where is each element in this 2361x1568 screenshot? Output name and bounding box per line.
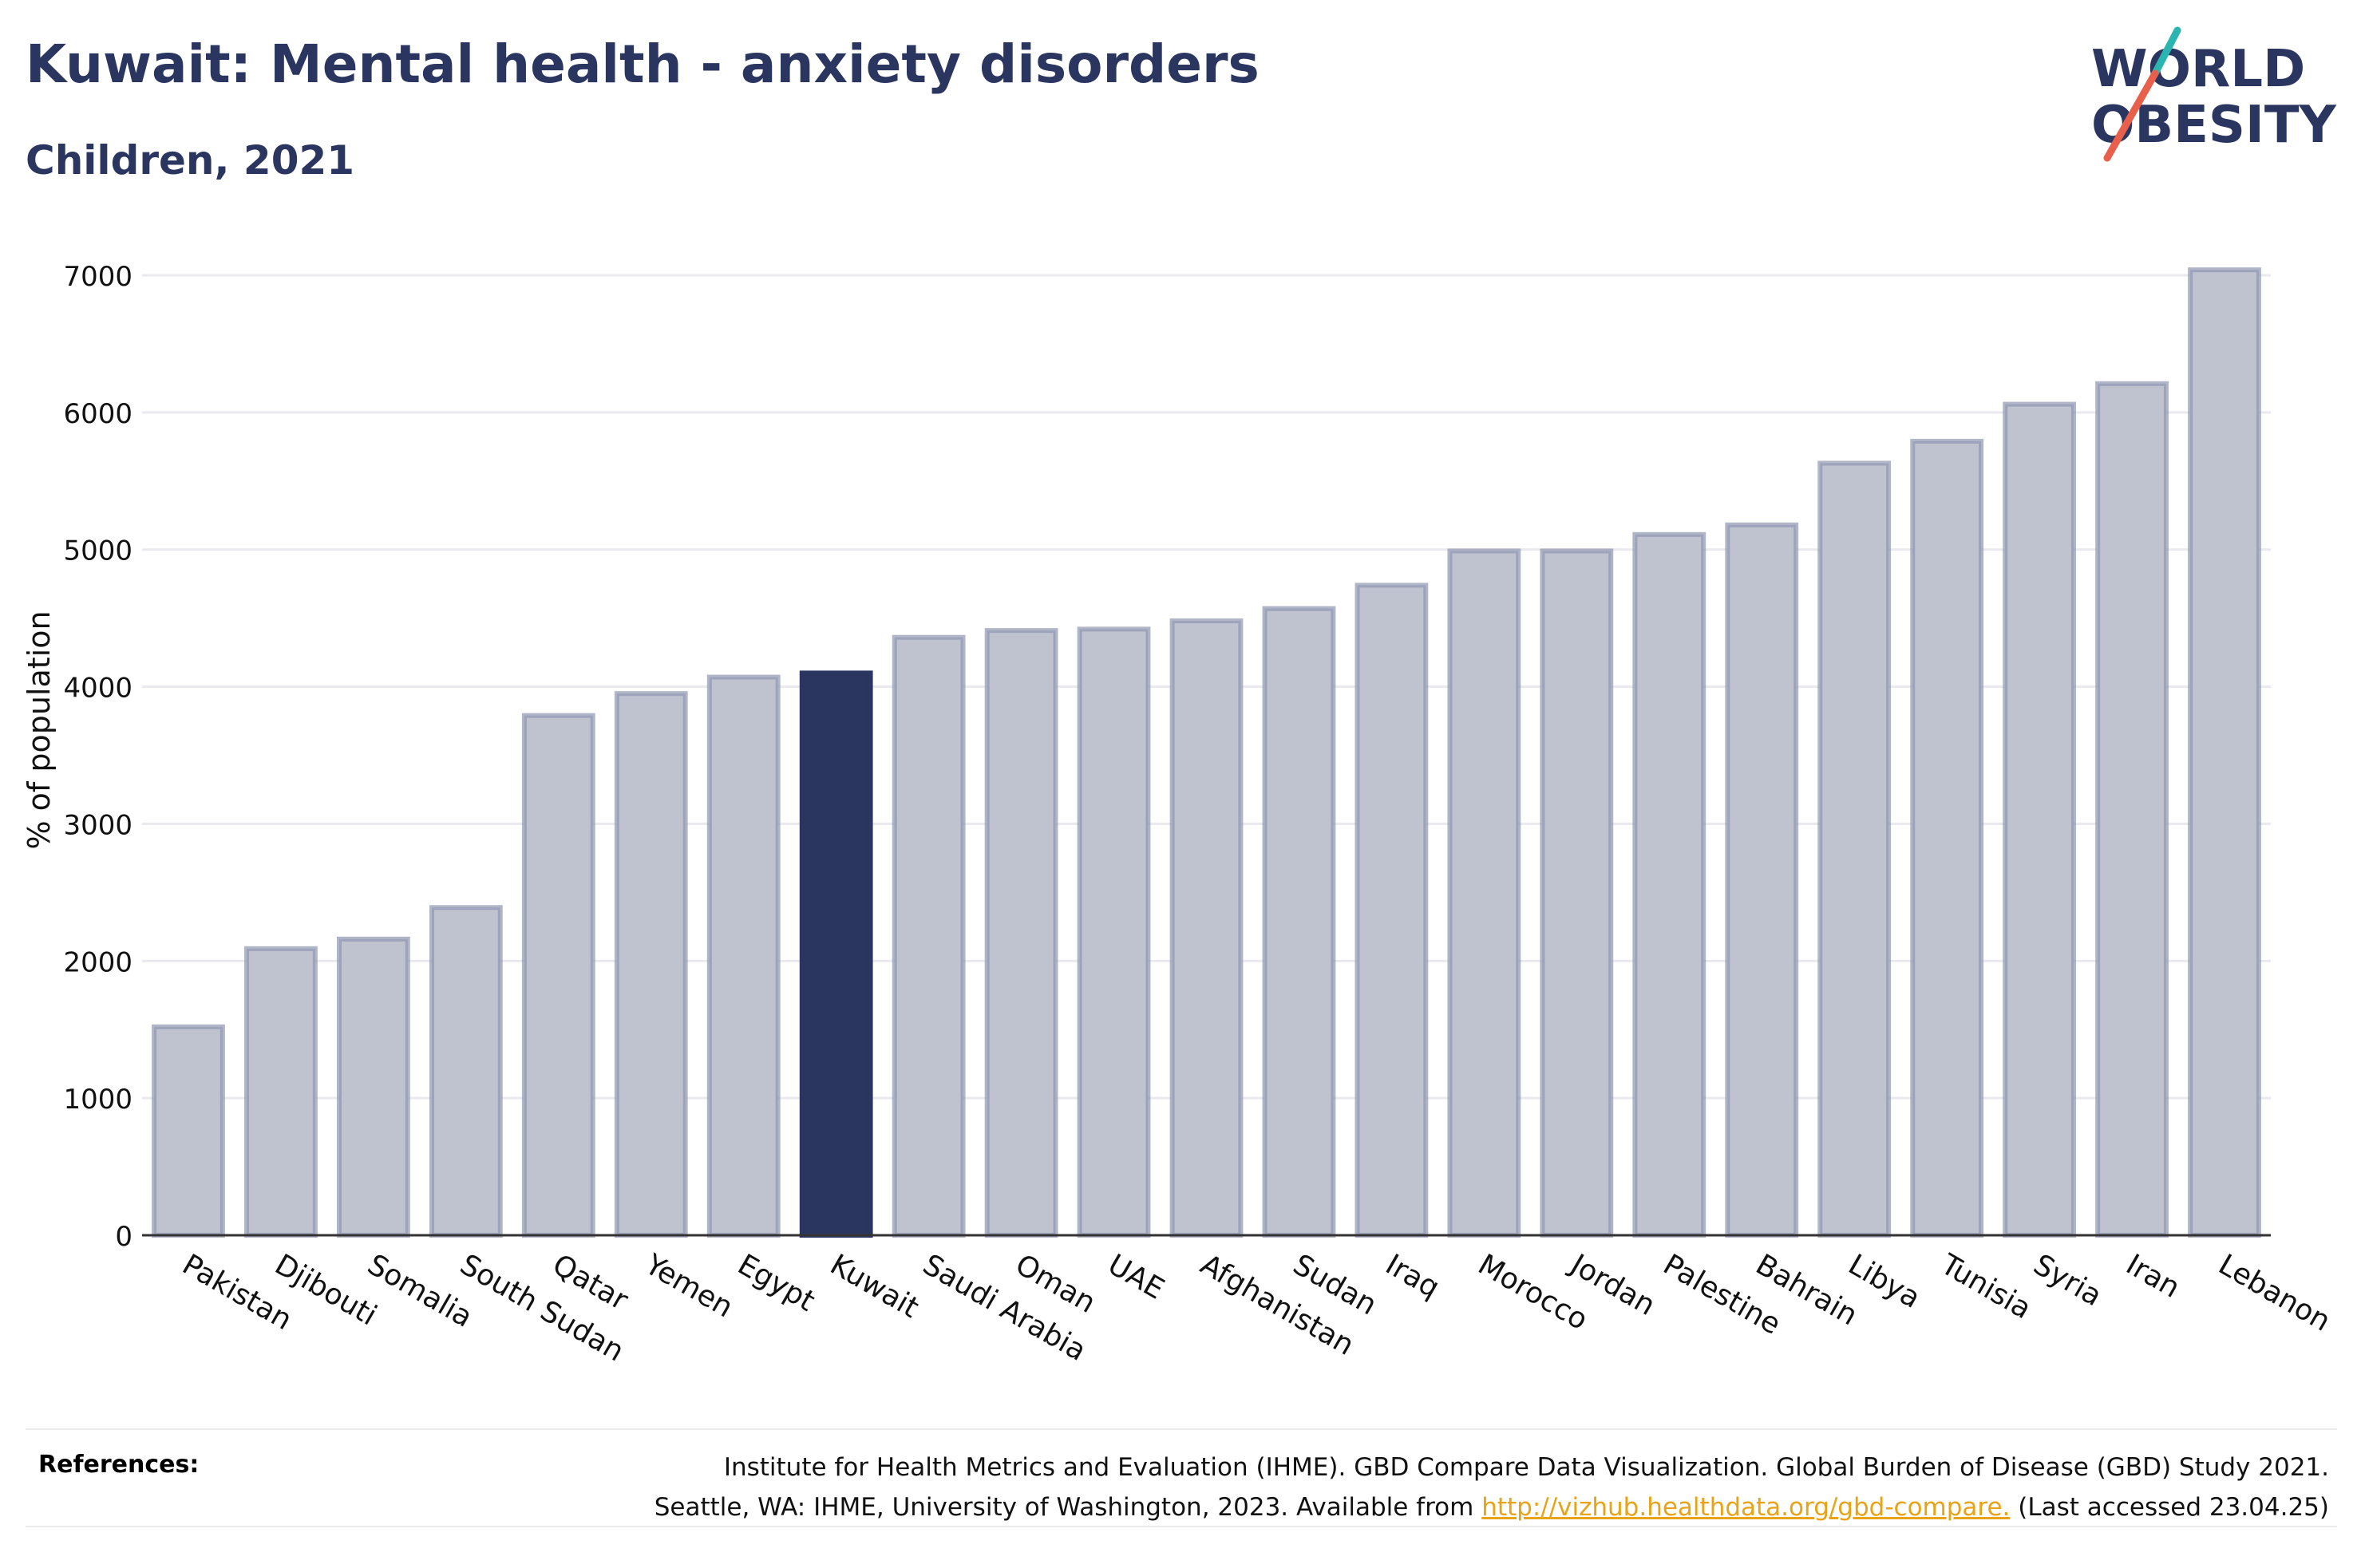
x-tick-label: Somalia xyxy=(362,1248,477,1334)
chart-title: Kuwait: Mental health - anxiety disorder… xyxy=(26,34,1260,95)
references-label: References: xyxy=(38,1451,200,1479)
bar-sudan xyxy=(1262,606,1336,1238)
y-tick-label: 7000 xyxy=(63,261,132,293)
bar-yemen xyxy=(614,691,688,1238)
bar-djibouti xyxy=(244,946,318,1238)
bar-lebanon xyxy=(2188,267,2261,1238)
x-tick-label: Iran xyxy=(2121,1248,2185,1305)
y-axis-label: % of population xyxy=(22,610,57,849)
bar-iraq xyxy=(1355,583,1429,1238)
logo-slash-coral xyxy=(2103,69,2159,162)
bar-palestine xyxy=(1632,531,1706,1238)
logo-line-2: OBESITY xyxy=(2091,96,2336,155)
bar-saudi-arabia xyxy=(892,634,966,1238)
bar-syria xyxy=(2003,401,2077,1238)
y-tick-label: 3000 xyxy=(63,809,132,841)
world-obesity-logo: WORLD OBESITY xyxy=(2091,26,2336,162)
y-tick-label: 4000 xyxy=(63,673,132,705)
x-tick-label: Lebanon xyxy=(2213,1248,2336,1338)
logo-slash-teal xyxy=(2151,26,2181,77)
bar-uae xyxy=(1077,626,1151,1238)
bar-afghanistan xyxy=(1169,618,1244,1238)
bar-morocco xyxy=(1447,548,1521,1238)
reference-line-2-prefix: Seattle, WA: IHME, University of Washing… xyxy=(654,1493,1474,1522)
bar-kuwait xyxy=(799,670,873,1238)
x-tick-label: Kuwait xyxy=(825,1248,924,1325)
x-tick-label: UAE xyxy=(1102,1248,1169,1305)
x-tick-label: Egypt xyxy=(732,1248,820,1317)
y-tick-label: 5000 xyxy=(63,535,132,567)
bar-chart: 0 1000 2000 3000 4000 5000 6000 7000 PakistanDj… xyxy=(22,261,2336,1369)
x-tick-label: Iraq xyxy=(1380,1248,1445,1305)
references-divider-bottom xyxy=(26,1526,2337,1527)
logo-line-1: WORLD xyxy=(2091,40,2305,99)
bar-libya xyxy=(1817,460,1892,1238)
reference-line-2: Seattle, WA: IHME, University of Washing… xyxy=(493,1487,2329,1527)
bars xyxy=(152,267,2261,1238)
x-tick-label: Syria xyxy=(2028,1248,2107,1313)
bar-somalia xyxy=(336,936,410,1238)
reference-link[interactable]: http://vizhub.healthdata.org/gbd-compare… xyxy=(1481,1493,2011,1522)
x-tick-label: Yemen xyxy=(639,1248,738,1325)
bar-egypt xyxy=(706,674,781,1238)
bar-tunisia xyxy=(1910,438,1984,1238)
references-divider-top xyxy=(26,1428,2337,1430)
y-tick-label: 6000 xyxy=(63,398,132,430)
references-text: Institute for Health Metrics and Evaluat… xyxy=(493,1448,2329,1527)
x-tick-label: Tunisia xyxy=(1935,1248,2037,1325)
bar-bahrain xyxy=(1725,522,1799,1238)
chart-subtitle: Children, 2021 xyxy=(26,137,355,184)
reference-line-2-suffix: (Last accessed 23.04.25) xyxy=(2018,1493,2329,1522)
y-axis-ticks: 0 1000 2000 3000 4000 5000 6000 7000 xyxy=(63,261,132,1253)
bar-pakistan xyxy=(152,1024,225,1238)
bar-jordan xyxy=(1540,548,1614,1238)
bar-south-sudan xyxy=(429,905,503,1238)
reference-line-1: Institute for Health Metrics and Evaluat… xyxy=(723,1453,2329,1482)
bar-qatar xyxy=(521,713,595,1238)
bar-iran xyxy=(2095,381,2169,1238)
y-tick-label: 0 xyxy=(115,1221,132,1253)
y-tick-label: 2000 xyxy=(63,946,132,978)
y-tick-label: 1000 xyxy=(63,1084,132,1116)
bar-oman xyxy=(984,628,1058,1238)
